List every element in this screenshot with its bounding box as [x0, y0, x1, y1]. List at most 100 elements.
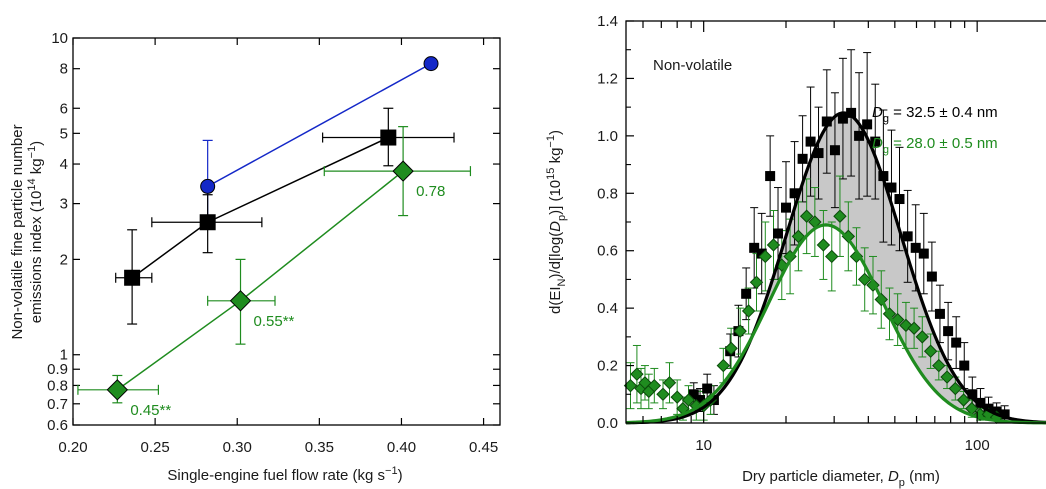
data-point	[894, 194, 905, 205]
y-tick-label: 1.0	[597, 128, 618, 145]
data-point	[849, 249, 864, 264]
y-tick-label: 0.8	[47, 377, 68, 394]
data-point	[380, 129, 397, 146]
data-point	[662, 376, 677, 390]
fit-label-black: Dg = 32.5 ± 0.4 nm	[872, 104, 998, 125]
data-point	[902, 231, 913, 242]
data-point	[229, 290, 252, 312]
y-tick-label: 8	[60, 61, 68, 78]
y-tick-label: 0.2	[597, 358, 618, 375]
y-tick-label: 1	[60, 347, 68, 364]
data-point	[630, 367, 644, 381]
x-tick-label: 0.45	[469, 439, 498, 456]
right-x-ticks: 10 100	[642, 21, 990, 454]
y-tick-label: 5	[60, 125, 68, 142]
fit-label-green: Dg = 28.0 ± 0.5 nm	[872, 135, 998, 156]
data-point	[833, 209, 847, 223]
data-point	[870, 136, 881, 147]
right-y-ticks: 0.0 0.2 0.4 0.6 0.8 1.0 1.2 1.4	[597, 13, 634, 432]
data-point	[670, 390, 684, 404]
data-point	[656, 387, 670, 401]
y-tick-label: 1.4	[597, 13, 618, 30]
data-point	[959, 360, 970, 371]
series-line	[131, 136, 389, 279]
data-point	[956, 393, 971, 407]
data-point	[781, 202, 792, 213]
y-tick-label: 2	[60, 251, 68, 268]
x-tick-label: 0.25	[141, 439, 170, 456]
x-tick-label: 10	[695, 437, 712, 454]
x-tick-label: 0.40	[387, 439, 416, 456]
left-plot-frame	[72, 37, 501, 426]
data-point	[923, 344, 938, 358]
left-chart: 0.20 0.25 0.30 0.35 0.40 0.45 0.6 0.7 0.80.91 2 3…	[9, 30, 501, 484]
data-point	[749, 242, 760, 253]
x-tick-label: 0.30	[223, 439, 252, 456]
point-label: 0.45**	[130, 402, 171, 419]
series-line	[207, 62, 432, 188]
y-tick-label: 0.4	[597, 300, 618, 317]
y-tick-label: 10	[51, 30, 68, 47]
x-tick-label: 0.35	[305, 439, 334, 456]
right-x-axis-title: Dry particle diameter, Dp (nm)	[742, 468, 940, 489]
data-point	[106, 379, 129, 401]
x-tick-label: 0.20	[58, 439, 87, 456]
data-point	[199, 214, 216, 231]
data-point	[829, 145, 840, 156]
y-tick-label: 1.2	[597, 70, 618, 87]
data-point	[797, 153, 808, 164]
left-data-marks: 0.45** 0.55** 0.78	[77, 56, 472, 419]
data-point	[741, 304, 756, 318]
y-tick-label: 6	[60, 100, 68, 117]
data-point	[816, 238, 831, 252]
data-point	[766, 238, 781, 252]
point-label: 0.55**	[254, 313, 295, 330]
data-point	[799, 209, 814, 223]
data-point	[200, 178, 216, 194]
right-fit-difference-area	[626, 112, 1046, 423]
left-y-axis-title-line2: emissions index (1014 kg−1)	[26, 141, 45, 323]
data-point	[943, 326, 954, 337]
data-point	[724, 341, 738, 356]
data-point	[910, 242, 921, 253]
data-point	[805, 136, 816, 147]
right-annotation-label: Non-volatile	[653, 57, 732, 74]
data-point	[948, 381, 963, 396]
data-point	[951, 337, 962, 348]
left-y-axis-title-line1: Non-volatile fine particle number	[9, 124, 26, 339]
data-point	[741, 288, 752, 299]
data-point	[681, 393, 696, 407]
left-x-axis-title: Single-engine fuel flow rate (kg s−1)	[167, 465, 402, 484]
data-point	[702, 383, 713, 394]
data-point	[392, 160, 414, 182]
series-line	[116, 170, 404, 391]
data-point	[940, 370, 954, 384]
data-point	[837, 113, 848, 124]
data-point	[647, 378, 662, 393]
data-point	[765, 171, 776, 182]
point-label: 0.78	[416, 183, 445, 200]
data-point	[907, 321, 921, 335]
data-point	[862, 119, 873, 130]
y-tick-label: 4	[60, 156, 68, 173]
y-tick-label: 0.7	[47, 396, 68, 413]
left-x-ticks: 0.20 0.25 0.30 0.35 0.40 0.45	[58, 38, 498, 456]
data-point	[858, 272, 872, 287]
data-point	[758, 249, 772, 264]
left-y-ticks: 0.6 0.7 0.80.91 2 3 4 5 6 8 10	[47, 30, 500, 434]
data-point	[918, 248, 929, 259]
data-point	[932, 358, 946, 373]
y-tick-label: 0.9	[47, 361, 68, 378]
y-tick-label: 3	[60, 196, 68, 213]
y-tick-label: 0.8	[597, 185, 618, 202]
data-point	[773, 228, 784, 239]
y-tick-label: 0.6	[597, 243, 618, 260]
data-point	[890, 312, 905, 327]
fit-difference-shade	[626, 112, 1046, 423]
data-point	[423, 56, 439, 72]
right-y-axis-title: d(EIN)/d[log(Dp)] (1015 kg−1)	[545, 130, 568, 314]
right-chart: 10 100 0.0 0.2 0.4 0.6 0.8 1.0 1.2 1.4 Non-volat…	[545, 13, 1046, 489]
data-point	[915, 330, 929, 344]
y-tick-label: 0.0	[597, 415, 618, 432]
